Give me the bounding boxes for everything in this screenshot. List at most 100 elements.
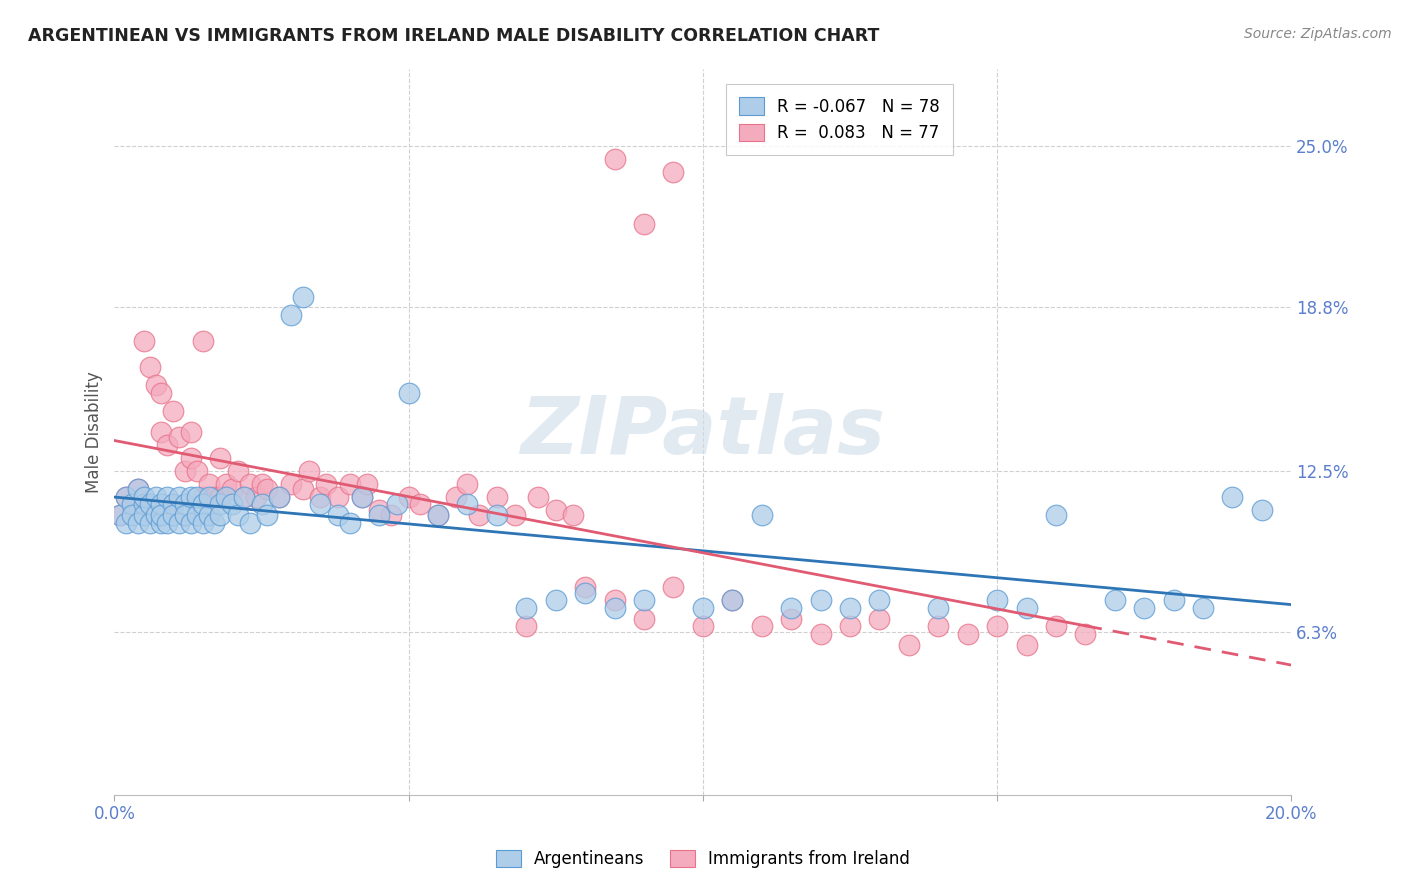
- Point: [485, 508, 508, 522]
- Point: [132, 334, 155, 348]
- Point: [503, 508, 526, 522]
- Point: [186, 464, 208, 478]
- Point: [180, 516, 202, 530]
- Point: [1015, 601, 1038, 615]
- Point: [1015, 638, 1038, 652]
- Point: [115, 490, 138, 504]
- Point: [232, 490, 254, 504]
- Point: [515, 601, 537, 615]
- Point: [204, 490, 226, 504]
- Point: [110, 508, 132, 522]
- Point: [544, 502, 567, 516]
- Point: [186, 508, 208, 522]
- Point: [297, 464, 319, 478]
- Point: [409, 498, 432, 512]
- Point: [603, 153, 626, 167]
- Point: [145, 378, 167, 392]
- Point: [562, 508, 585, 522]
- Point: [350, 490, 373, 504]
- Point: [574, 585, 596, 599]
- Point: [810, 627, 832, 641]
- Point: [603, 601, 626, 615]
- Point: [197, 476, 219, 491]
- Point: [427, 508, 450, 522]
- Point: [1163, 593, 1185, 607]
- Point: [780, 612, 803, 626]
- Point: [839, 601, 862, 615]
- Point: [1222, 490, 1244, 504]
- Point: [339, 516, 361, 530]
- Point: [215, 490, 238, 504]
- Point: [162, 498, 184, 512]
- Point: [633, 593, 655, 607]
- Point: [115, 516, 138, 530]
- Point: [380, 508, 402, 522]
- Legend: Argentineans, Immigrants from Ireland: Argentineans, Immigrants from Ireland: [489, 843, 917, 875]
- Point: [269, 490, 291, 504]
- Point: [1074, 627, 1097, 641]
- Point: [897, 638, 920, 652]
- Point: [150, 385, 173, 400]
- Point: [751, 619, 773, 633]
- Point: [456, 476, 478, 491]
- Point: [174, 464, 197, 478]
- Point: [810, 593, 832, 607]
- Point: [326, 490, 349, 504]
- Point: [515, 619, 537, 633]
- Point: [398, 385, 420, 400]
- Point: [150, 425, 173, 439]
- Point: [527, 490, 550, 504]
- Point: [368, 502, 391, 516]
- Text: ZIPatlas: ZIPatlas: [520, 392, 886, 471]
- Point: [269, 490, 291, 504]
- Point: [721, 593, 744, 607]
- Point: [986, 593, 1008, 607]
- Point: [721, 593, 744, 607]
- Point: [145, 508, 167, 522]
- Point: [603, 593, 626, 607]
- Point: [209, 498, 232, 512]
- Point: [121, 498, 143, 512]
- Point: [385, 498, 408, 512]
- Point: [633, 612, 655, 626]
- Point: [291, 290, 314, 304]
- Point: [326, 508, 349, 522]
- Point: [444, 490, 467, 504]
- Point: [398, 490, 420, 504]
- Point: [1045, 619, 1067, 633]
- Point: [156, 438, 179, 452]
- Point: [485, 490, 508, 504]
- Point: [132, 490, 155, 504]
- Point: [156, 516, 179, 530]
- Point: [1045, 508, 1067, 522]
- Point: [239, 516, 262, 530]
- Point: [256, 508, 278, 522]
- Point: [204, 516, 226, 530]
- Point: [132, 498, 155, 512]
- Point: [138, 516, 160, 530]
- Point: [150, 498, 173, 512]
- Point: [186, 490, 208, 504]
- Point: [121, 508, 143, 522]
- Point: [191, 516, 214, 530]
- Point: [138, 359, 160, 374]
- Point: [868, 612, 890, 626]
- Point: [197, 508, 219, 522]
- Point: [245, 490, 267, 504]
- Point: [250, 498, 273, 512]
- Point: [162, 508, 184, 522]
- Point: [256, 482, 278, 496]
- Point: [315, 476, 337, 491]
- Point: [692, 619, 714, 633]
- Point: [121, 498, 143, 512]
- Point: [127, 516, 149, 530]
- Point: [1192, 601, 1215, 615]
- Point: [456, 498, 478, 512]
- Point: [180, 425, 202, 439]
- Point: [927, 619, 949, 633]
- Point: [180, 490, 202, 504]
- Point: [280, 476, 302, 491]
- Point: [868, 593, 890, 607]
- Point: [167, 430, 190, 444]
- Point: [191, 490, 214, 504]
